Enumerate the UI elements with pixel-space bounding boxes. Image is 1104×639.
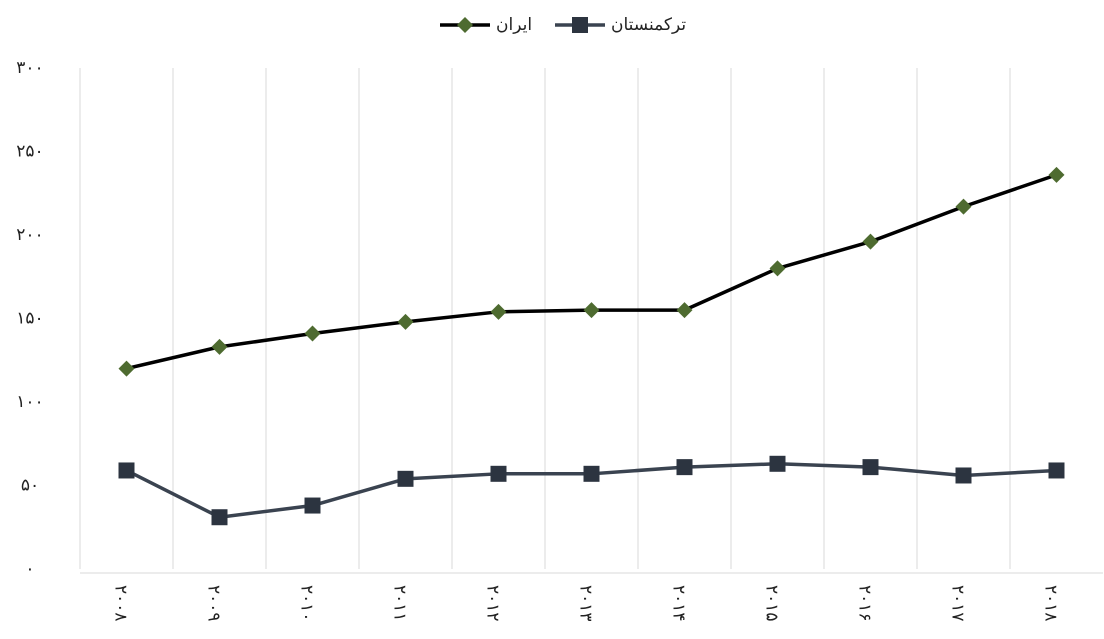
point <box>305 498 321 514</box>
point <box>457 17 473 33</box>
y-tick-label: ۳۰۰ <box>16 58 43 78</box>
point <box>863 234 879 250</box>
y-tick-label: ۰ <box>25 559 34 579</box>
point <box>572 17 588 33</box>
point <box>863 459 879 475</box>
y-tick-label: ۲۵۰ <box>16 142 43 162</box>
x-tick-label: ۲۰۱۳ <box>576 585 596 622</box>
legend-label: ایران <box>496 15 532 35</box>
point <box>119 361 135 377</box>
x-tick-label: ۲۰۱۶ <box>855 585 875 622</box>
point <box>398 471 414 487</box>
point <box>770 260 786 276</box>
point <box>1049 167 1065 183</box>
x-tick-label: ۲۰۱۰ <box>297 585 317 622</box>
legend-label: ترکمنستان <box>611 15 686 35</box>
point <box>212 509 228 525</box>
point <box>212 339 228 355</box>
x-tick-label: ۲۰۱۴ <box>669 585 689 622</box>
y-tick-label: ۱۰۰ <box>16 392 43 412</box>
x-tick-label: ۲۰۱۷ <box>948 585 968 622</box>
chart: ۰ ۵۰ ۱۰۰ ۱۵۰ ۲۰۰ ۲۵۰ ۳۰۰ ۲۰۰۸ ۲۰۰۹ ۲۰۱۰ ۲۰۱۱ ۲۰۱۲ ۲۰… <box>0 0 1104 639</box>
y-tick-label: ۱۵۰ <box>16 309 43 329</box>
x-tick-label: ۲۰۰۹ <box>204 585 224 622</box>
point <box>1049 462 1065 478</box>
point <box>677 302 693 318</box>
point <box>305 326 321 342</box>
point <box>956 467 972 483</box>
point <box>677 459 693 475</box>
point <box>956 199 972 215</box>
x-tick-label: ۲۰۱۸ <box>1041 585 1061 622</box>
point <box>491 304 507 320</box>
point <box>491 466 507 482</box>
point <box>584 302 600 318</box>
x-tick-label: ۲۰۱۵ <box>762 585 782 622</box>
x-tick-label: ۲۰۱۲ <box>483 585 503 622</box>
point <box>119 462 135 478</box>
y-tick-label: ۲۰۰ <box>16 225 43 245</box>
point <box>398 314 414 330</box>
point <box>770 456 786 472</box>
point <box>584 466 600 482</box>
x-tick-label: ۲۰۰۸ <box>111 585 131 622</box>
y-tick-label: ۵۰ <box>21 476 39 496</box>
x-tick-label: ۲۰۱۱ <box>390 585 410 622</box>
